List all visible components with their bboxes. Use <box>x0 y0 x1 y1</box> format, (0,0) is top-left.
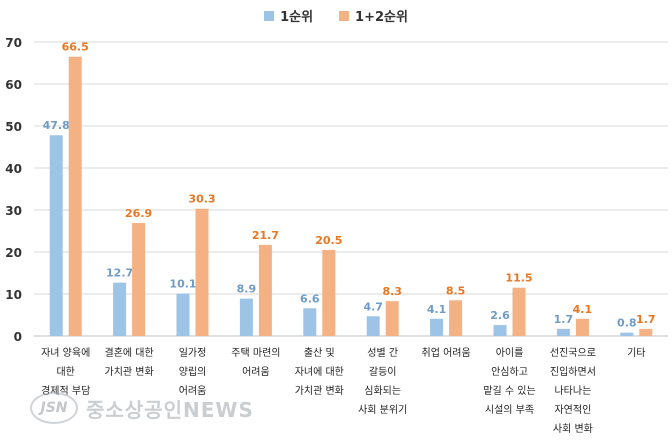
watermark: JSN 중소상공인NEWS <box>30 392 254 424</box>
bar-series1 <box>620 332 634 336</box>
data-label-series2: 20.5 <box>315 234 342 247</box>
data-label-series1: 10.1 <box>169 278 196 291</box>
x-tick-label-line: 자연적인 <box>554 404 591 416</box>
x-tick-label-line: 가치관 변화 <box>105 366 154 378</box>
legend-label-series1: 1순위 <box>280 10 314 25</box>
data-label-series2: 4.1 <box>573 303 593 316</box>
x-tick-label-line: 양립의 <box>179 365 207 378</box>
bar-series2 <box>68 56 82 336</box>
y-tick-label: 50 <box>5 120 22 134</box>
x-tick-label-line: 진입하면서 <box>550 365 596 378</box>
x-tick-label-line: 선진국으로 <box>550 347 596 359</box>
x-tick-label-line: 일가정 <box>179 347 207 359</box>
x-tick-label-line: 어려움 <box>179 385 207 397</box>
data-label-series1: 6.6 <box>300 292 320 305</box>
data-label-series2: 11.5 <box>505 272 532 285</box>
data-label-series2: 30.3 <box>188 193 215 206</box>
bar-series1 <box>430 318 444 336</box>
bar-series2 <box>449 300 463 336</box>
y-tick-label: 10 <box>5 288 22 302</box>
y-tick-label: 70 <box>5 36 22 50</box>
x-tick-label-line: 시설의 부족 <box>485 404 534 416</box>
x-tick-label-line: 결혼에 대한 <box>105 346 154 359</box>
x-tick-label-line: 성별 간 <box>367 347 398 359</box>
data-label-series2: 26.9 <box>125 207 152 220</box>
x-tick-label-line: 출산 및 <box>304 347 335 359</box>
x-tick-label-line: 사회 분위기 <box>358 403 407 416</box>
bar-series1 <box>176 293 190 336</box>
x-tick-label-line: 갈등이 <box>369 365 397 378</box>
legend-item-series1: 1순위 <box>264 6 313 25</box>
y-tick-label: 0 <box>14 330 22 344</box>
watermark-logo: JSN <box>30 392 78 424</box>
x-tick-label-line: 대한 <box>56 366 74 378</box>
data-label-series2: 8.5 <box>446 284 466 297</box>
y-tick-label: 60 <box>5 78 22 92</box>
data-label-series1: 12.7 <box>106 267 133 280</box>
data-label-series2: 21.7 <box>252 229 279 242</box>
x-tick-label-line: 기타 <box>627 347 645 359</box>
data-label-series1: 2.6 <box>490 309 510 322</box>
x-tick-label-line: 심화되는 <box>364 385 401 397</box>
bar-series1 <box>239 298 253 336</box>
x-tick-label-line: 자녀에 대한 <box>295 366 344 378</box>
bar-series1 <box>556 328 570 336</box>
y-tick-label: 20 <box>5 246 22 260</box>
watermark-text: 중소상공인NEWS <box>86 397 254 422</box>
bar-series1 <box>113 282 127 336</box>
x-tick-label-line: 아이를 <box>496 347 524 359</box>
data-label-series1: 47.8 <box>43 119 70 132</box>
legend-item-series2: 1+2순위 <box>339 6 408 25</box>
bar-series2 <box>195 208 209 336</box>
legend-swatch-series2 <box>339 10 350 21</box>
x-tick-label: 기타 <box>627 347 645 359</box>
data-label-series1: 0.8 <box>617 317 637 330</box>
x-tick-label-line: 어려움 <box>242 366 270 378</box>
bar-series2 <box>385 301 399 336</box>
bar-series2 <box>258 244 272 336</box>
bar-series2 <box>639 328 653 336</box>
x-tick-label-line: 맡길 수 있는 <box>483 384 535 397</box>
data-label-series2: 1.7 <box>636 313 656 326</box>
bar-series2 <box>132 223 146 336</box>
legend-swatch-series1 <box>264 10 275 21</box>
x-tick-label-line: 취업 어려움 <box>422 346 471 359</box>
bar-series1 <box>493 325 507 336</box>
x-tick-label: 자녀 양육에 대한 경제적 부담 <box>41 347 90 397</box>
bar-series2 <box>575 318 589 336</box>
y-tick-label: 40 <box>5 162 22 176</box>
data-label-series2: 8.3 <box>382 285 402 298</box>
data-label-series2: 66.5 <box>62 41 89 54</box>
x-tick-label-line: 사회 변화 <box>553 423 593 435</box>
x-tick-label-line: 가치관 변화 <box>295 385 344 397</box>
x-tick-label-line: 자녀 양육에 <box>41 347 90 359</box>
bar-series1 <box>366 316 380 336</box>
data-label-series1: 8.9 <box>237 283 257 296</box>
y-tick-label: 30 <box>5 204 22 218</box>
bar-series2 <box>512 287 526 336</box>
x-tick-label-line: 주택 마련의 <box>231 347 280 359</box>
x-tick-label-line: 안심하고 <box>491 365 528 378</box>
bar-series1 <box>303 308 317 336</box>
data-label-series1: 1.7 <box>554 313 574 326</box>
legend-label-series2: 1+2순위 <box>355 10 408 25</box>
x-tick-label: 취업 어려움 <box>422 346 471 359</box>
legend: 1순위 1+2순위 <box>0 6 672 25</box>
data-label-series1: 4.1 <box>427 303 447 316</box>
x-tick-label-line: 나타나는 <box>554 385 591 397</box>
data-label-series1: 4.7 <box>363 300 383 313</box>
bar-series2 <box>322 249 336 336</box>
bar-series1 <box>49 135 63 336</box>
